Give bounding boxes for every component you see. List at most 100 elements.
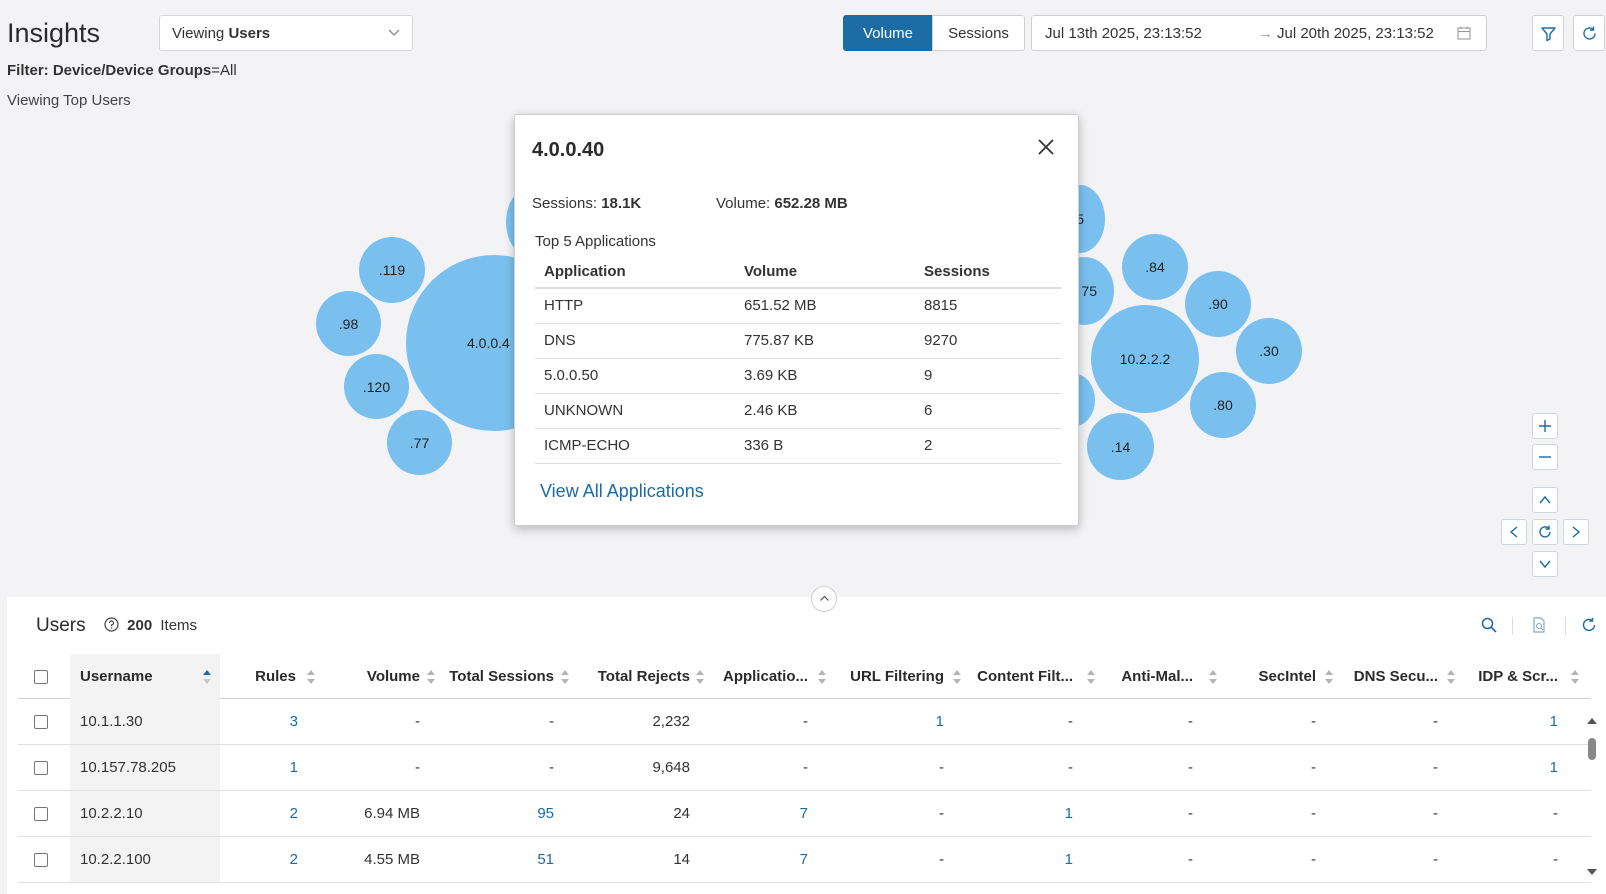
sort-ascending-icon[interactable] — [202, 669, 212, 685]
sort-icon[interactable] — [695, 669, 705, 685]
column-header-content-filtering[interactable]: Content Filt... — [977, 668, 1073, 685]
table-scrollbar[interactable] — [1585, 714, 1599, 880]
view-select-value: Users — [228, 25, 271, 42]
select-all-checkbox[interactable] — [34, 670, 48, 684]
column-header-username[interactable]: Username — [70, 654, 220, 699]
column-header-idp-screens[interactable]: IDP & Scr... — [1478, 668, 1558, 685]
bubble-user[interactable]: .120 — [344, 354, 409, 419]
popup-volume: Volume: 652.28 MB — [716, 195, 848, 212]
table-row[interactable]: 10.2.2.10 2 6.94 MB 95 24 7 - 1 - - - - — [18, 791, 1591, 837]
cell-rules-link[interactable]: 2 — [289, 851, 298, 868]
bubble-user[interactable]: .80 — [1190, 372, 1256, 438]
column-header-secintel[interactable]: SecIntel — [1258, 668, 1316, 685]
row-checkbox[interactable] — [34, 715, 48, 729]
cell-secintel: - — [1311, 713, 1316, 730]
column-header-rules[interactable]: Rules — [255, 668, 296, 685]
app-name: HTTP — [535, 288, 735, 324]
reset-view-button[interactable] — [1532, 519, 1558, 545]
table-row[interactable]: 10.157.78.205 1 - - 9,648 - - - - - - 1 — [18, 745, 1591, 791]
filter-value: =All — [211, 62, 237, 79]
cell-content-filtering-link[interactable]: 1 — [1064, 805, 1073, 822]
pan-down-button[interactable] — [1532, 551, 1558, 577]
table-row[interactable]: 10.2.2.100 2 4.55 MB 51 14 7 - 1 - - - - — [18, 837, 1591, 883]
search-icon[interactable] — [1481, 617, 1497, 633]
cell-username: 10.2.2.10 — [70, 791, 220, 836]
cell-content-filtering-link[interactable]: 1 — [1064, 851, 1073, 868]
pan-right-button[interactable] — [1563, 519, 1589, 545]
zoom-in-button[interactable] — [1532, 413, 1558, 439]
bubble-user[interactable]: .98 — [316, 291, 381, 356]
sort-icon[interactable] — [1570, 669, 1580, 685]
column-header-total-sessions[interactable]: Total Sessions — [449, 668, 554, 685]
row-checkbox[interactable] — [34, 853, 48, 867]
chevron-left-icon — [1509, 526, 1518, 538]
cell-idp-link[interactable]: 1 — [1549, 713, 1558, 730]
bubble-user[interactable]: .30 — [1236, 318, 1302, 384]
date-range-picker[interactable]: Jul 13th 2025, 23:13:52 → Jul 20th 2025,… — [1031, 15, 1487, 51]
pan-up-button[interactable] — [1532, 487, 1558, 513]
app-name: ICMP-ECHO — [535, 428, 735, 464]
pan-left-button[interactable] — [1501, 519, 1527, 545]
sessions-toggle[interactable]: Sessions — [932, 15, 1025, 51]
column-header-volume[interactable]: Volume — [366, 668, 420, 685]
column-header-applications[interactable]: Applicatio... — [722, 668, 808, 685]
report-icon[interactable] — [1531, 617, 1547, 633]
sort-icon[interactable] — [1324, 669, 1334, 685]
sort-icon[interactable] — [306, 669, 316, 685]
view-select[interactable]: Viewing Users — [159, 15, 413, 51]
column-header-url-filtering[interactable]: URL Filtering — [850, 668, 944, 685]
sort-icon[interactable] — [426, 669, 436, 685]
collapse-panel-button[interactable] — [811, 586, 837, 612]
bubble-user[interactable]: 10.2.2.2 — [1091, 305, 1199, 413]
popup-title: 4.0.0.40 — [532, 139, 605, 161]
volume-toggle[interactable]: Volume — [843, 15, 933, 51]
cell-content-filtering: - — [1068, 759, 1073, 776]
cell-rules-link[interactable]: 2 — [289, 805, 298, 822]
bubble-user[interactable]: .14 — [1087, 413, 1154, 480]
cell-url-filtering: - — [939, 759, 944, 776]
cell-applications-link[interactable]: 7 — [799, 851, 808, 868]
view-select-prefix: Viewing — [172, 25, 225, 42]
cell-applications: - — [803, 759, 808, 776]
sort-icon[interactable] — [1208, 669, 1218, 685]
toolbar-divider — [1565, 617, 1566, 635]
sort-icon[interactable] — [560, 669, 570, 685]
refresh-icon[interactable] — [1581, 617, 1597, 633]
filter-summary: Filter: Device/Device Groups=All — [7, 62, 237, 79]
cell-url-filtering-link[interactable]: 1 — [935, 713, 944, 730]
close-icon[interactable] — [1036, 137, 1056, 157]
column-header: Application — [535, 255, 735, 289]
bubble-user[interactable]: .90 — [1185, 271, 1251, 337]
row-checkbox[interactable] — [34, 807, 48, 821]
date-to: Jul 20th 2025, 23:13:52 — [1277, 25, 1434, 42]
user-details-popup: 4.0.0.40 Sessions: 18.1K Volume: 652.28 … — [514, 114, 1079, 526]
column-header-anti-malware[interactable]: Anti-Mal... — [1121, 668, 1193, 685]
bubble-user[interactable]: .84 — [1122, 234, 1188, 300]
column-header-total-rejects[interactable]: Total Rejects — [597, 668, 690, 685]
cell-total-sessions-link[interactable]: 95 — [537, 805, 554, 822]
cell-rules-link[interactable]: 3 — [289, 713, 298, 730]
bubble-user[interactable]: .77 — [387, 410, 452, 475]
cell-total-sessions: - — [549, 759, 554, 776]
cell-rules-link[interactable]: 1 — [289, 759, 298, 776]
sort-icon[interactable] — [1446, 669, 1456, 685]
column-header-dns-security[interactable]: DNS Secu... — [1353, 668, 1438, 685]
bubble-user[interactable]: .119 — [359, 237, 425, 303]
app-volume: 3.69 KB — [735, 358, 915, 394]
cell-idp-link[interactable]: 1 — [1549, 759, 1558, 776]
sort-icon[interactable] — [952, 669, 962, 685]
cell-total-sessions-link[interactable]: 51 — [537, 851, 554, 868]
row-checkbox[interactable] — [34, 761, 48, 775]
cell-url-filtering: - — [939, 805, 944, 822]
sort-icon[interactable] — [1086, 669, 1096, 685]
table-row[interactable]: 10.1.1.30 3 - - 2,232 - 1 - - - - 1 — [18, 699, 1591, 745]
help-icon[interactable] — [104, 617, 119, 632]
refresh-button[interactable] — [1573, 15, 1605, 51]
chevron-up-icon — [1539, 495, 1551, 504]
scrollbar-graphic — [1587, 718, 1597, 875]
cell-applications-link[interactable]: 7 — [799, 805, 808, 822]
filter-button[interactable] — [1532, 15, 1564, 51]
sort-icon[interactable] — [817, 669, 827, 685]
zoom-out-button[interactable] — [1532, 444, 1558, 470]
view-all-applications-link[interactable]: View All Applications — [540, 481, 704, 501]
